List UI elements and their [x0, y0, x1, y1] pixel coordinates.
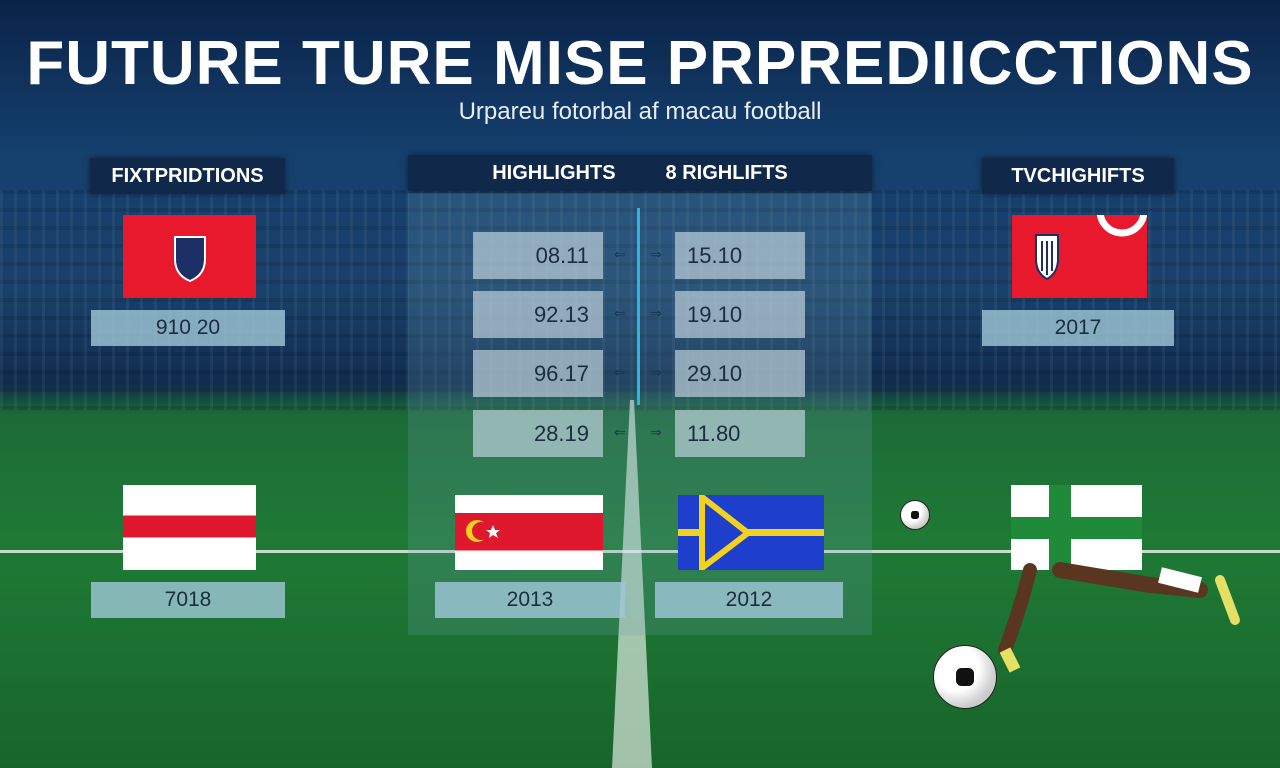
page-subtitle: Urpareu fotorbal af macau football [458, 98, 822, 125]
tab-tv-highlights[interactable]: TVCHIGHIFTS [982, 158, 1174, 194]
arrow-left-icon: ⇐ [614, 364, 626, 380]
odds-left[interactable]: 28.19 [473, 410, 603, 457]
odds-right[interactable]: 11.80 [675, 410, 805, 457]
odds-right[interactable]: 19.10 [675, 291, 805, 338]
team-flag [1011, 485, 1142, 570]
arrow-right-icon: ⇒ [650, 364, 662, 380]
player-legs-icon [998, 562, 1240, 673]
football-icon [900, 500, 930, 530]
team-label: 7018 [91, 582, 285, 618]
crescent-star-icon [466, 520, 500, 542]
odds-right[interactable]: 15.10 [675, 232, 805, 279]
tab-highlights[interactable]: HIGHLIGHTS 8 RIGHLIFTS [408, 155, 872, 191]
team-label: 2012 [655, 582, 843, 618]
team-flag [123, 215, 256, 298]
arrow-right-icon: ⇒ [650, 305, 662, 321]
club-crest-icon [1035, 215, 1147, 281]
tab-fixture-predictions[interactable]: FIXTPRIDTIONS [90, 158, 285, 194]
arrow-right-icon: ⇒ [650, 424, 662, 440]
flag-emblem-icon [678, 495, 824, 570]
team-label: 910 20 [91, 310, 285, 346]
team-flag [1012, 215, 1147, 298]
arrow-left-icon: ⇐ [614, 305, 626, 321]
odds-left[interactable]: 96.17 [473, 350, 603, 397]
panel-divider [637, 208, 640, 405]
team-flag [678, 495, 824, 570]
odds-left[interactable]: 08.11 [473, 232, 603, 279]
arrow-left-icon: ⇐ [614, 424, 626, 440]
arrow-right-icon: ⇒ [650, 246, 662, 262]
page-title: FUTURE TURE MISE PRPREDIICCTIONS [26, 29, 1254, 98]
tab-highlights-label[interactable]: HIGHLIGHTS [492, 161, 616, 184]
odds-left[interactable]: 92.13 [473, 291, 603, 338]
club-crest-icon [174, 236, 206, 283]
tab-righlifts-label[interactable]: 8 RIGHLIFTS [665, 161, 788, 184]
odds-right[interactable]: 29.10 [675, 350, 805, 397]
team-label: 2013 [435, 582, 625, 618]
football-icon [933, 645, 997, 709]
team-flag [123, 485, 256, 570]
team-label: 2017 [982, 310, 1174, 346]
arrow-left-icon: ⇐ [614, 246, 626, 262]
team-flag [455, 495, 603, 570]
